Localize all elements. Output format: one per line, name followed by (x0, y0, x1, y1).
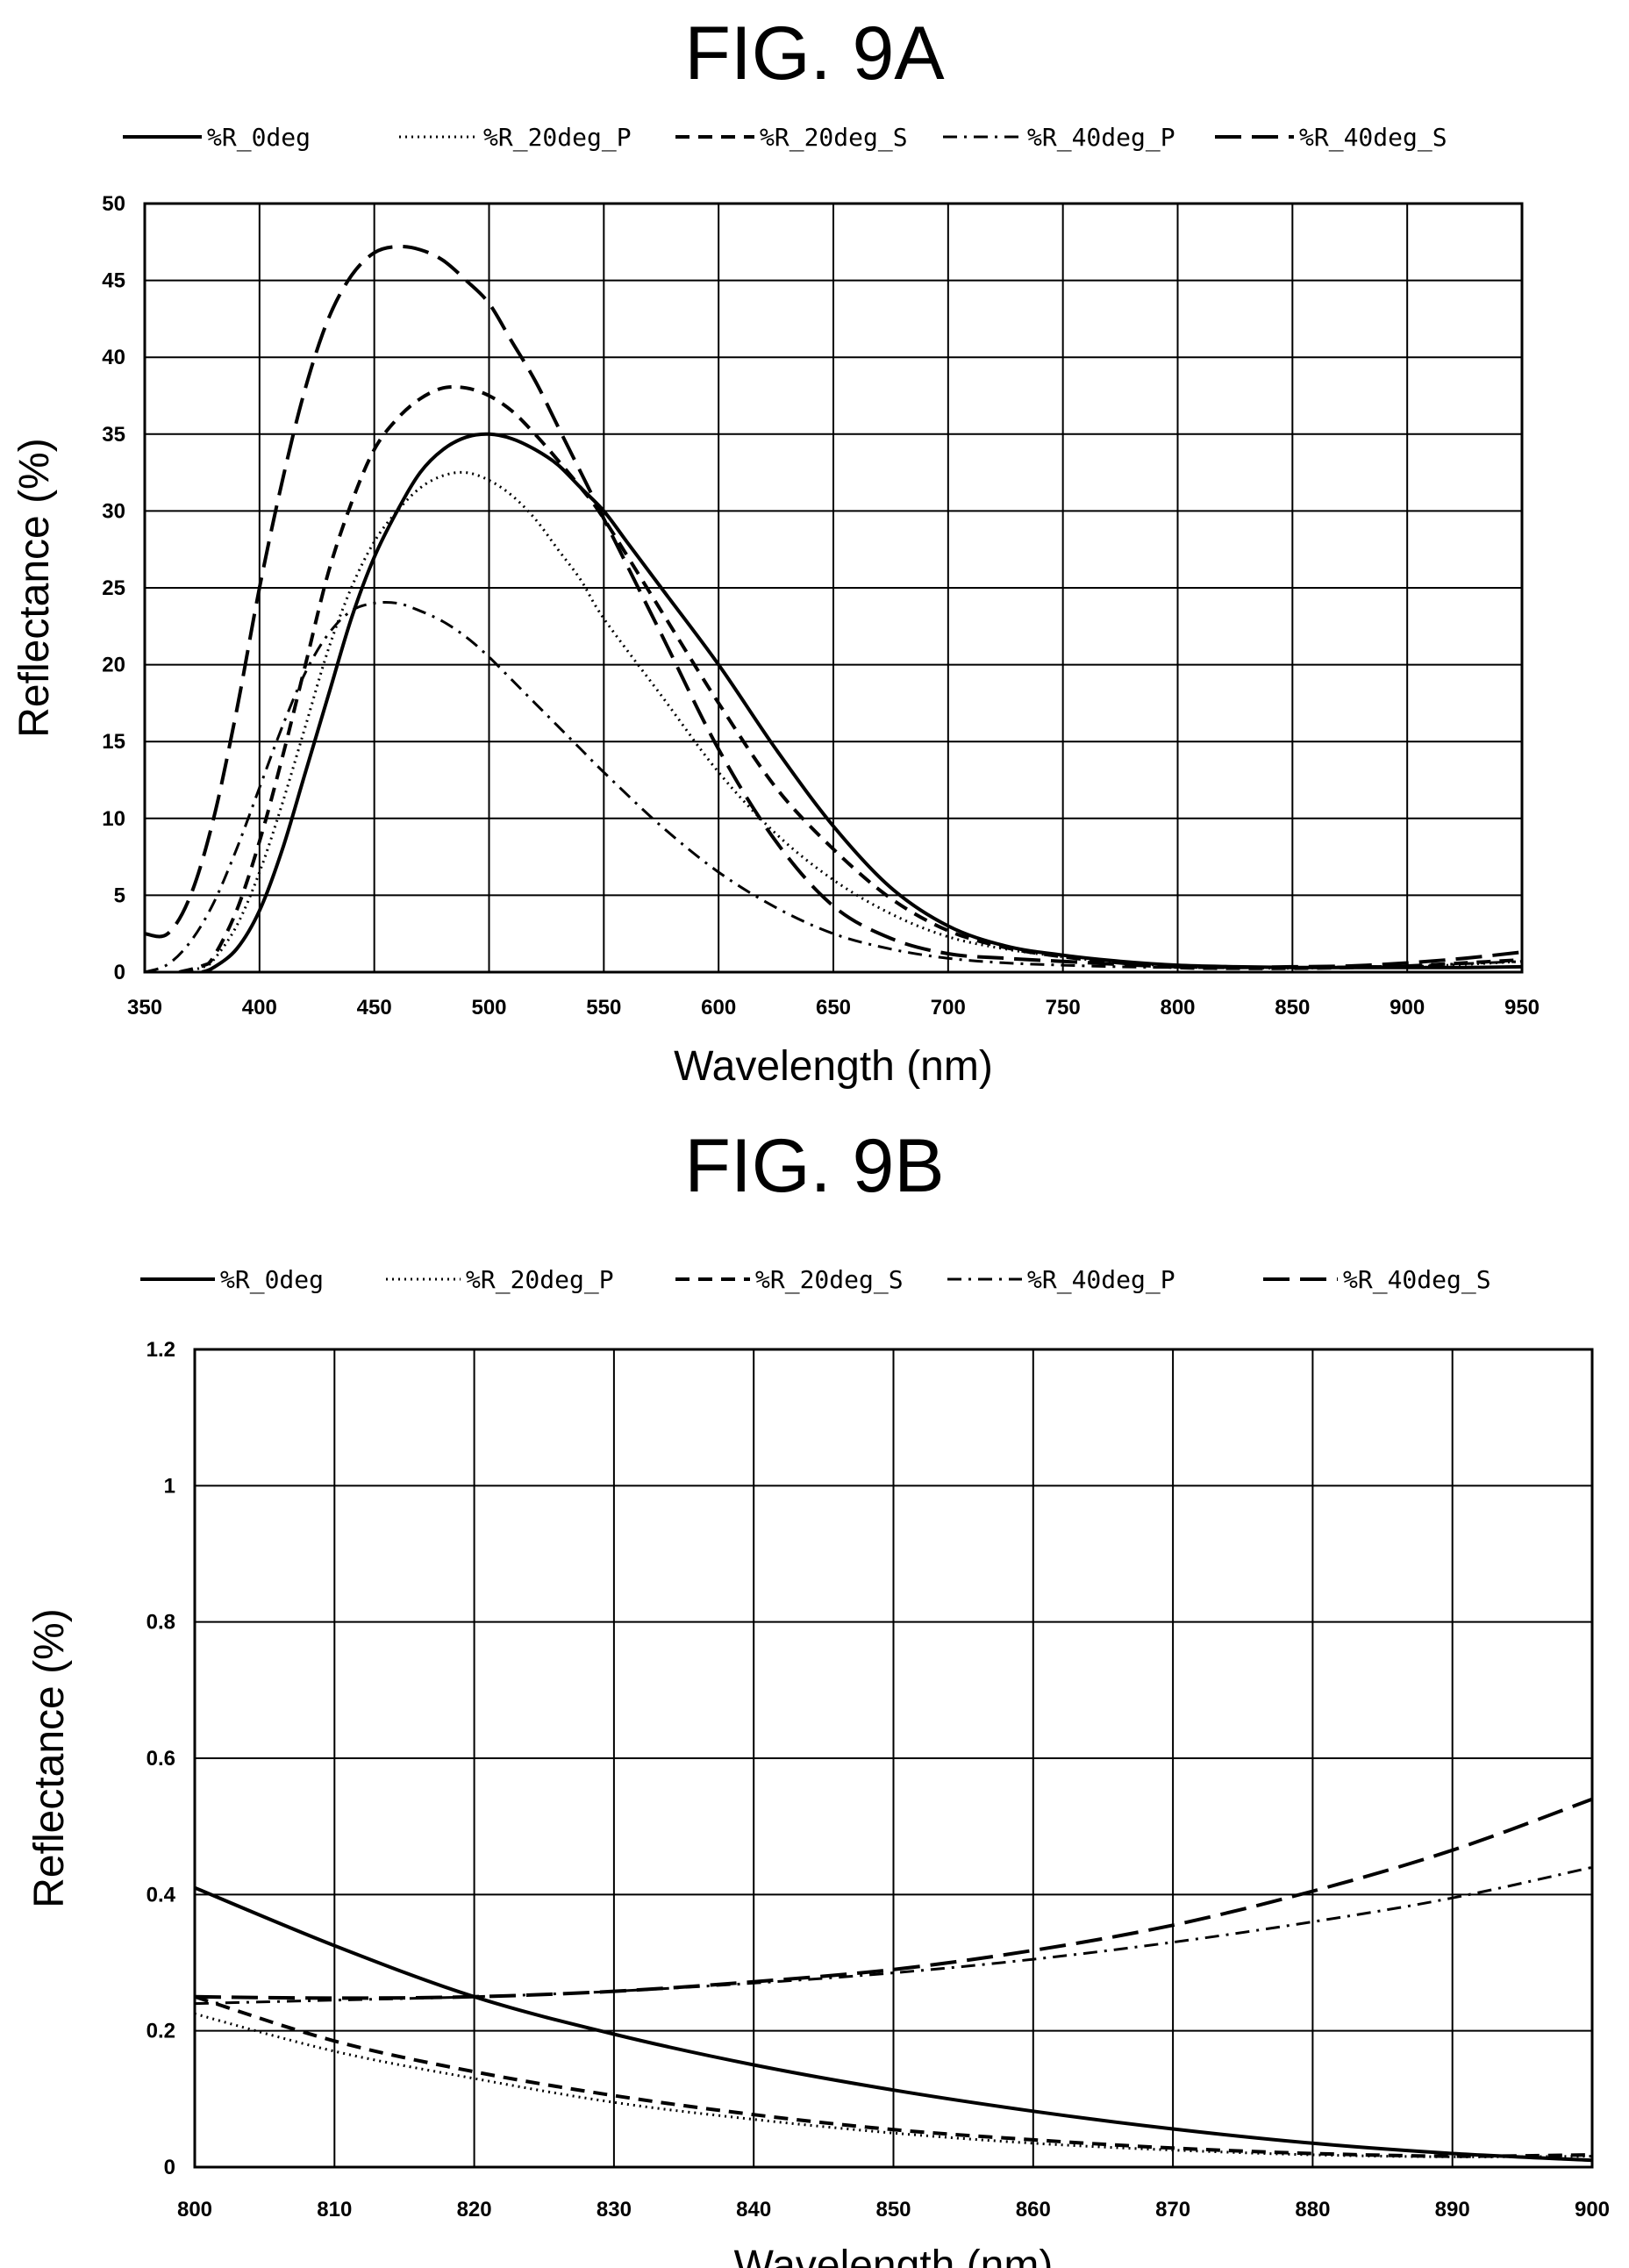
x-tick-label: 860 (1016, 2198, 1051, 2221)
legend-label-pctr-40deg-s: %R_40deg_S (1299, 123, 1447, 153)
series-line-pctr-20deg-p (178, 470, 1522, 972)
y-tick-label: 0 (164, 2156, 175, 2179)
legend-label-pctr-20deg-p: %R_20deg_P (483, 123, 632, 153)
y-tick-label: 0.6 (146, 1747, 175, 1771)
chart-fig-9a: %R_0deg %R_20deg_P %R_20deg_S %R_40deg_P %R_… (11, 123, 1540, 1090)
y-tick-label: 45 (102, 269, 125, 293)
x-tick-label: 880 (1295, 2198, 1330, 2221)
series-line-pctr-20deg-s (195, 1994, 1592, 2158)
legend-label-pctr-20deg-s: %R_20deg_S (755, 1265, 904, 1295)
figure-9a-title: FIG. 9A (684, 11, 945, 96)
x-tick-label: 650 (816, 996, 851, 1020)
x-tick-label: 830 (597, 2198, 632, 2221)
series-line-pctr-20deg-s (178, 384, 1522, 972)
legend-item-pctr-20deg-s: %R_20deg_S (675, 123, 908, 153)
y-axis-title: Reflectance (%) (11, 438, 58, 737)
legend-label-pctr-40deg-p: %R_40deg_P (1027, 1265, 1175, 1295)
series-line-pctr-0deg (195, 1885, 1592, 2163)
y-tick-label: 40 (102, 346, 125, 369)
y-tick-label: 50 (102, 192, 125, 216)
legend-item-pctr-40deg-s: %R_40deg_S (1215, 123, 1447, 153)
x-tick-label: 900 (1575, 2198, 1610, 2221)
x-tick-label: 870 (1155, 2198, 1190, 2221)
series-line-pctr-40deg-s (145, 244, 1522, 969)
x-tick-label: 550 (586, 996, 621, 1020)
x-tick-label: 890 (1435, 2198, 1470, 2221)
y-tick-label: 0 (114, 961, 125, 984)
y-tick-label: 1 (164, 1474, 175, 1498)
x-tick-label: 850 (875, 2198, 911, 2221)
legend: %R_0deg %R_20deg_P %R_20deg_S %R_40deg_P %R_… (123, 123, 1447, 153)
x-tick-label: 800 (177, 2198, 212, 2221)
legend-item-pctr-20deg-s: %R_20deg_S (675, 1265, 904, 1295)
x-tick-label: 700 (931, 996, 966, 1020)
figure-9b-title: FIG. 9B (684, 1124, 945, 1208)
y-tick-label: 5 (114, 884, 125, 907)
legend-item-pctr-20deg-p: %R_20deg_P (399, 123, 632, 153)
legend-item-pctr-20deg-p: %R_20deg_P (386, 1265, 614, 1295)
y-tick-label: 20 (102, 654, 125, 677)
legend-label-pctr-0deg: %R_0deg (220, 1265, 324, 1295)
series-group (145, 244, 1522, 972)
y-tick-label: 0.8 (146, 1611, 175, 1635)
legend-item-pctr-40deg-p: %R_40deg_P (943, 123, 1175, 153)
x-tick-label: 840 (736, 2198, 771, 2221)
legend-label-pctr-20deg-p: %R_20deg_P (466, 1265, 614, 1295)
chart-fig-9b: %R_0deg %R_20deg_P %R_20deg_S %R_40deg_P %R_… (26, 1265, 1610, 2268)
x-tick-label: 400 (242, 996, 277, 1020)
y-tick-label: 35 (102, 423, 125, 447)
x-tick-label: 820 (457, 2198, 492, 2221)
legend-label-pctr-40deg-s: %R_40deg_S (1343, 1265, 1491, 1295)
x-tick-label: 810 (317, 2198, 352, 2221)
x-tick-label: 600 (701, 996, 736, 1020)
x-tick-label: 800 (1160, 996, 1195, 1020)
x-tick-label: 450 (357, 996, 392, 1020)
x-axis-title: Wavelength (nm) (734, 2243, 1054, 2268)
y-tick-label: 0.2 (146, 2020, 175, 2043)
y-tick-label: 25 (102, 576, 125, 600)
legend-label-pctr-40deg-p: %R_40deg_P (1027, 123, 1175, 153)
y-tick-label: 15 (102, 730, 125, 754)
series-group (195, 1797, 1592, 2163)
y-axis-title: Reflectance (%) (26, 1608, 73, 1907)
x-tick-label: 500 (471, 996, 506, 1020)
legend-item-pctr-40deg-p: %R_40deg_P (947, 1265, 1175, 1295)
y-tick-label: 10 (102, 807, 125, 831)
x-tick-label: 900 (1390, 996, 1425, 1020)
x-tick-label: 850 (1275, 996, 1310, 1020)
legend: %R_0deg %R_20deg_P %R_20deg_S %R_40deg_P %R_… (140, 1265, 1491, 1295)
legend-item-pctr-40deg-s: %R_40deg_S (1263, 1265, 1491, 1295)
legend-item-pctr-0deg: %R_0deg (123, 123, 311, 153)
legend-label-pctr-0deg: %R_0deg (207, 123, 311, 153)
y-tick-label: 0.4 (146, 1883, 176, 1907)
legend-item-pctr-0deg: %R_0deg (140, 1265, 324, 1295)
y-tick-label: 30 (102, 499, 125, 523)
x-tick-label: 950 (1504, 996, 1540, 1020)
legend-label-pctr-20deg-s: %R_20deg_S (760, 123, 908, 153)
x-tick-label: 350 (127, 996, 162, 1020)
x-tick-label: 750 (1046, 996, 1081, 1020)
series-line-pctr-40deg-s (195, 1797, 1592, 2000)
x-axis-title: Wavelength (nm) (674, 1043, 993, 1090)
y-tick-label: 1.2 (146, 1338, 175, 1362)
